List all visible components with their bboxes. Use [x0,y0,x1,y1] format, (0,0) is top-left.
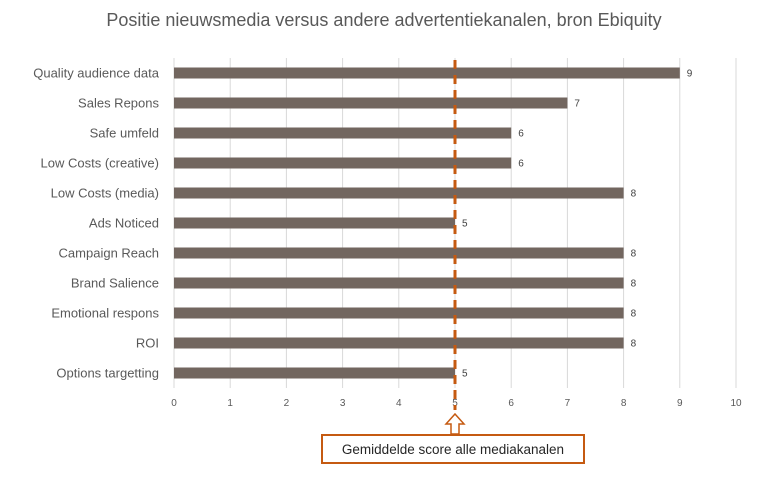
category-label: Campaign Reach [59,246,159,261]
data-label: 8 [631,309,637,320]
x-tick-label: 3 [340,398,346,409]
x-tick-label: 4 [396,398,402,409]
data-label: 9 [687,69,693,80]
bar [174,247,624,259]
x-tick-label: 5 [452,398,458,409]
category-label: Quality audience data [33,66,160,81]
x-tick-label: 9 [677,398,683,409]
category-label: Low Costs (media) [51,186,159,201]
x-tick-label: 1 [227,398,233,409]
data-label: 8 [631,249,637,260]
x-tick-label: 10 [730,398,742,409]
data-labels: 9 7 6 6 8 5 8 8 8 8 5 [462,69,693,380]
bar [174,217,455,229]
bar [174,97,568,109]
category-label: Emotional respons [51,306,159,321]
category-label: Options targetting [56,366,159,381]
bar [174,337,624,349]
average-annotation: Gemiddelde score alle mediakanalen [321,434,585,464]
bar [174,127,512,139]
x-tick-label: 0 [171,398,177,409]
category-label: Ads Noticed [89,216,159,231]
data-label: 6 [518,159,524,170]
up-arrow-icon [444,412,466,435]
data-label: 5 [462,219,468,230]
data-label: 8 [631,189,637,200]
bar [174,307,624,319]
category-label: Brand Salience [71,276,159,291]
x-tick-label: 6 [508,398,514,409]
category-label: Safe umfeld [90,126,159,141]
bar [174,367,455,379]
data-label: 5 [462,369,468,380]
x-tick-label: 2 [284,398,290,409]
category-label: Low Costs (creative) [41,156,159,171]
bar [174,277,624,289]
category-label: Sales Repons [78,96,159,111]
category-label: ROI [136,336,159,351]
chart-title: Positie nieuwsmedia versus andere advert… [106,10,662,30]
x-tick-label: 8 [621,398,627,409]
data-label: 8 [631,279,637,290]
x-tick-label: 7 [565,398,571,409]
category-labels: Quality audience data Sales Repons Safe um… [33,66,160,381]
bar [174,157,512,169]
bar [174,67,680,79]
data-label: 7 [574,99,580,110]
bar [174,187,624,199]
x-axis-ticks: 0 1 2 3 4 5 6 7 8 9 10 [171,398,742,409]
data-label: 8 [631,339,637,350]
bars [174,67,680,379]
data-label: 6 [518,129,524,140]
